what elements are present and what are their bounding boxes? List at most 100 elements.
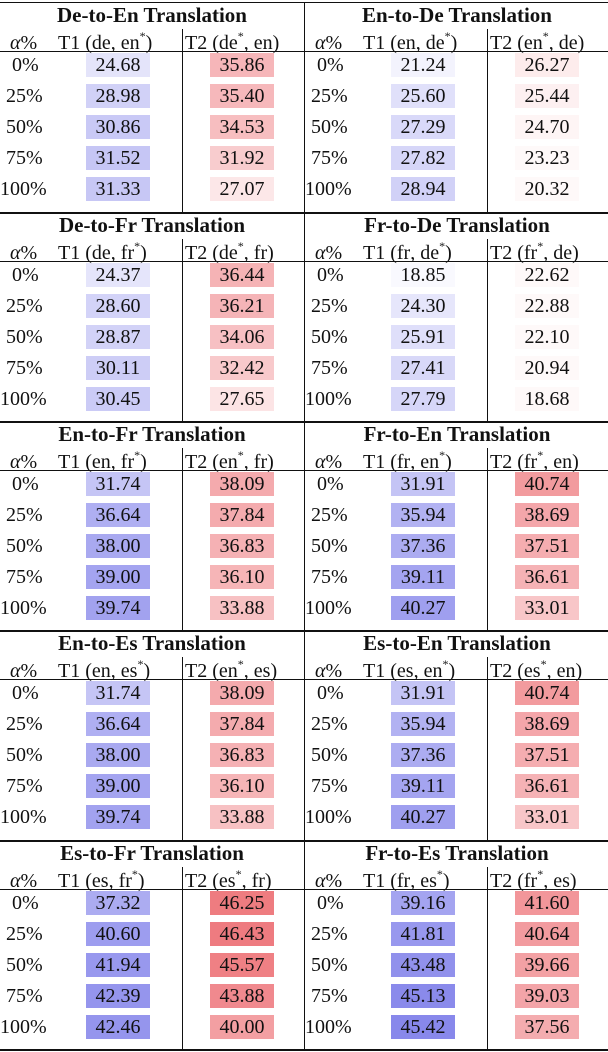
- t2-heat-cell: [210, 356, 274, 380]
- alpha-value: 75%: [311, 147, 348, 169]
- t1-heat-cell: [391, 681, 455, 705]
- t2-value: 36.44: [219, 264, 265, 286]
- t2-heat-cell: [515, 681, 579, 705]
- column-divider: [487, 29, 488, 212]
- t1-value: 30.45: [95, 388, 141, 410]
- t2-value: 34.06: [219, 326, 265, 348]
- t1-heat-cell: [86, 596, 150, 620]
- column-divider: [487, 448, 488, 631]
- section-title: En-to-Es Translation: [58, 631, 246, 655]
- t2-heat-cell: [515, 534, 579, 558]
- metric-name: T1: [58, 242, 81, 264]
- lang-b: fr: [253, 451, 268, 473]
- alpha-header: α%: [10, 32, 37, 54]
- t2-heat-cell: [515, 805, 579, 829]
- t1-value: 25.60: [400, 85, 446, 107]
- t2-value: 36.10: [219, 566, 265, 588]
- column-divider: [182, 239, 183, 422]
- t2-value: 46.25: [219, 892, 265, 914]
- alpha-value: 25%: [311, 85, 348, 107]
- alpha-symbol: α: [315, 242, 326, 264]
- t1-header: T1 (de, fr*): [58, 239, 147, 264]
- star-mark: *: [540, 657, 547, 672]
- t1-heat-cell: [391, 84, 455, 108]
- alpha-value: 50%: [311, 744, 348, 766]
- metric-name: T1: [58, 451, 81, 473]
- alpha-header: α%: [315, 451, 342, 473]
- t1-heat-cell: [391, 115, 455, 139]
- metric-name: T1: [363, 870, 386, 892]
- t2-heat-cell: [210, 596, 274, 620]
- metric-name: T2: [490, 242, 513, 264]
- t2-heat-cell: [210, 712, 274, 736]
- t1-value: 28.87: [95, 326, 141, 348]
- alpha-value: 100%: [0, 597, 47, 619]
- alpha-value: 100%: [0, 1016, 47, 1038]
- t2-value: 31.92: [219, 147, 265, 169]
- metric-name: T2: [490, 451, 513, 473]
- t1-value: 42.46: [95, 1016, 141, 1038]
- t1-heat-cell: [86, 565, 150, 589]
- lang-a: fr: [523, 242, 538, 264]
- t1-value: 41.94: [95, 954, 141, 976]
- t1-header: T1 (de, en*): [58, 29, 153, 54]
- lang-a: en: [218, 660, 238, 682]
- alpha-value: 25%: [6, 504, 43, 526]
- alpha-value: 50%: [6, 535, 43, 557]
- column-divider: [487, 867, 488, 1050]
- half-divider: [304, 841, 305, 1050]
- star-mark: *: [439, 239, 446, 254]
- t2-value: 27.65: [219, 388, 265, 410]
- t1-heat-cell: [86, 356, 150, 380]
- alpha-header: α%: [315, 870, 342, 892]
- alpha-value: 25%: [311, 295, 348, 317]
- alpha-value: 75%: [311, 775, 348, 797]
- t2-heat-cell: [210, 503, 274, 527]
- t1-value: 39.00: [95, 775, 141, 797]
- t1-heat-cell: [391, 953, 455, 977]
- t1-heat-cell: [391, 565, 455, 589]
- t1-value: 24.37: [95, 264, 141, 286]
- t1-value: 39.74: [95, 806, 141, 828]
- lang-a: fr: [523, 870, 538, 892]
- section-title: De-to-En Translation: [57, 3, 247, 27]
- t1-value: 38.00: [95, 535, 141, 557]
- t1-heat-cell: [86, 774, 150, 798]
- lang-b: en: [420, 451, 440, 473]
- t2-heat-cell: [515, 891, 579, 915]
- t1-value: 31.33: [95, 178, 141, 200]
- section-title: Es-to-Fr Translation: [60, 841, 244, 865]
- t2-heat-cell: [210, 146, 274, 170]
- t1-value: 37.36: [400, 744, 446, 766]
- t2-value: 36.21: [219, 295, 265, 317]
- alpha-value: 0%: [12, 892, 39, 914]
- alpha-value: 25%: [311, 504, 348, 526]
- lang-b: fr: [118, 870, 132, 892]
- alpha-value: 25%: [6, 295, 43, 317]
- alpha-value: 100%: [305, 178, 352, 200]
- t2-value: 18.68: [524, 388, 570, 410]
- t1-value: 18.85: [400, 264, 446, 286]
- t1-value: 37.36: [400, 535, 446, 557]
- t2-heat-cell: [210, 177, 274, 201]
- alpha-header: α%: [10, 242, 37, 264]
- t2-header: T2 (en*, de): [490, 29, 585, 54]
- star-mark: *: [537, 867, 544, 882]
- half-divider: [304, 213, 305, 422]
- t1-value: 37.32: [95, 892, 141, 914]
- t1-heat-cell: [86, 146, 150, 170]
- t2-heat-cell: [515, 503, 579, 527]
- t1-heat-cell: [391, 53, 455, 77]
- t1-heat-cell: [86, 712, 150, 736]
- alpha-header: α%: [10, 870, 37, 892]
- t2-value: 38.09: [219, 473, 265, 495]
- percent-symbol: %: [20, 242, 38, 264]
- alpha-value: 75%: [6, 775, 43, 797]
- alpha-symbol: α: [315, 32, 326, 54]
- t2-heat-cell: [515, 84, 579, 108]
- star-mark: *: [134, 448, 141, 463]
- alpha-value: 100%: [305, 597, 352, 619]
- percent-symbol: %: [20, 451, 38, 473]
- t1-heat-cell: [391, 805, 455, 829]
- t1-value: 31.91: [400, 682, 446, 704]
